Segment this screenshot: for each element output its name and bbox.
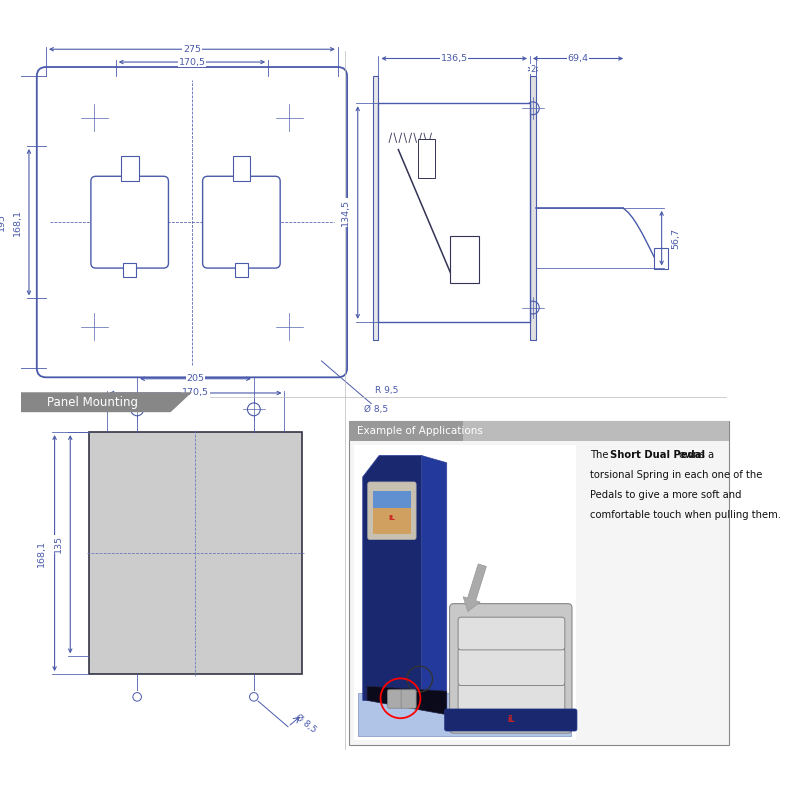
Bar — [89, 432, 302, 674]
Bar — [373, 491, 411, 507]
Text: iL: iL — [507, 715, 514, 724]
Text: 170,5: 170,5 — [178, 58, 206, 66]
Text: 275: 275 — [183, 45, 201, 54]
Text: comfortable touch when pulling them.: comfortable touch when pulling them. — [590, 510, 782, 520]
FancyBboxPatch shape — [388, 690, 402, 708]
Bar — [354, 445, 576, 739]
Text: 134,5: 134,5 — [341, 199, 350, 226]
Bar — [374, 76, 378, 340]
Bar — [462, 422, 730, 442]
Polygon shape — [367, 686, 446, 714]
Text: 69,4: 69,4 — [567, 54, 589, 63]
Text: Example of Applications: Example of Applications — [357, 426, 483, 437]
FancyBboxPatch shape — [202, 176, 280, 268]
Text: 136,5: 136,5 — [441, 54, 468, 63]
FancyBboxPatch shape — [654, 248, 668, 269]
Text: 135: 135 — [54, 535, 63, 554]
Text: 168,1: 168,1 — [13, 209, 22, 236]
Text: Ø 8,5: Ø 8,5 — [364, 405, 388, 414]
FancyArrow shape — [463, 564, 486, 611]
Bar — [349, 422, 730, 746]
Bar — [530, 76, 536, 340]
Text: 195: 195 — [0, 213, 6, 231]
Bar — [390, 121, 397, 128]
Polygon shape — [422, 456, 446, 714]
Polygon shape — [362, 456, 422, 701]
Bar — [121, 156, 138, 182]
FancyBboxPatch shape — [37, 67, 347, 378]
Text: iL: iL — [389, 515, 395, 522]
Text: torsional Spring in each one of the: torsional Spring in each one of the — [590, 470, 763, 480]
Text: 2: 2 — [530, 65, 535, 74]
Text: 168,1: 168,1 — [38, 540, 46, 566]
Bar — [378, 103, 530, 322]
Text: Short Dual Pedal: Short Dual Pedal — [610, 450, 706, 460]
Text: Ø 8,5: Ø 8,5 — [293, 713, 318, 735]
FancyBboxPatch shape — [458, 648, 565, 686]
Bar — [235, 263, 248, 278]
FancyBboxPatch shape — [368, 482, 416, 539]
Text: Pedals to give a more soft and: Pedals to give a more soft and — [590, 490, 742, 500]
Polygon shape — [14, 392, 192, 412]
Bar — [373, 491, 411, 534]
Bar — [439, 121, 446, 128]
FancyBboxPatch shape — [401, 690, 416, 708]
Bar — [450, 237, 479, 282]
Text: Panel Mounting: Panel Mounting — [47, 396, 138, 409]
Text: 170,5: 170,5 — [182, 389, 209, 398]
FancyBboxPatch shape — [458, 683, 565, 721]
Bar — [418, 139, 435, 178]
FancyBboxPatch shape — [445, 709, 577, 731]
Bar — [349, 422, 730, 442]
Text: The: The — [590, 450, 612, 460]
Text: 205: 205 — [186, 374, 205, 383]
FancyBboxPatch shape — [91, 176, 169, 268]
Bar — [233, 156, 250, 182]
Bar — [123, 263, 136, 278]
Polygon shape — [358, 694, 570, 736]
FancyBboxPatch shape — [450, 604, 572, 733]
Text: 56,7: 56,7 — [671, 228, 680, 249]
FancyBboxPatch shape — [458, 617, 565, 650]
Text: R 9,5: R 9,5 — [375, 386, 398, 395]
Text: owns a: owns a — [676, 450, 714, 460]
